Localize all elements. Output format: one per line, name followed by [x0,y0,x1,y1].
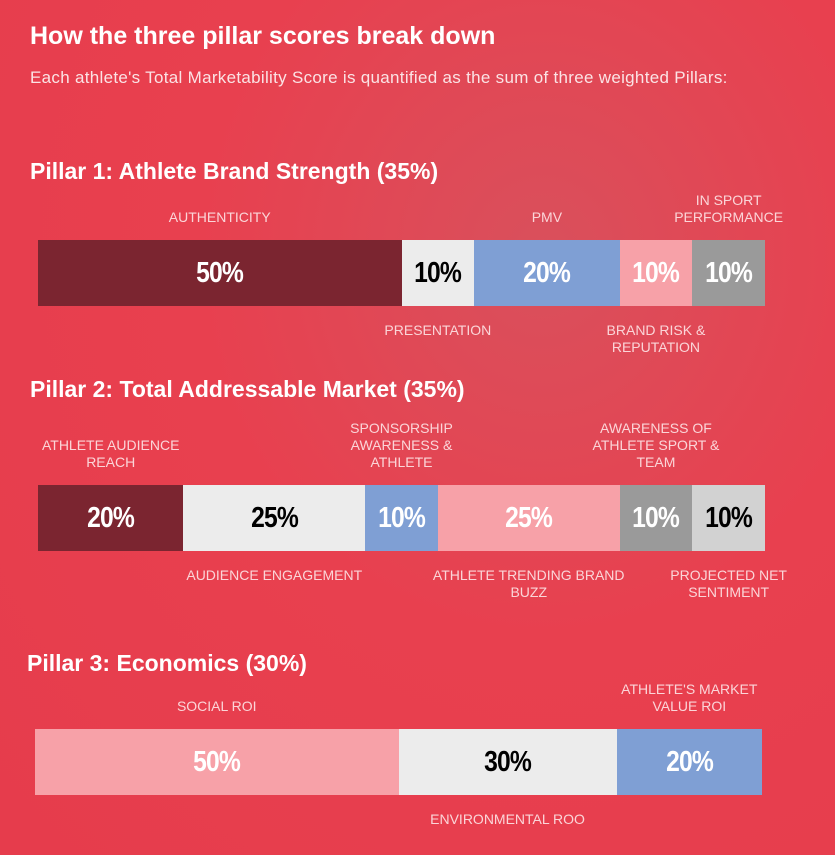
value-label: 10% [632,501,681,534]
value-label: 25% [505,501,553,534]
bar-segment: 25% [183,485,366,551]
bar-segment: 20% [616,729,762,795]
segment-label: AWARENESS OF ATHLETE SPORT & TEAM [592,420,720,470]
bar-segment: 50% [35,729,399,795]
bar-segment: 10% [692,240,765,306]
segment-label: IN SPORT PERFORMANCE [674,192,784,225]
value-label: 50% [193,745,241,778]
segment-label: ENVIRONMENTAL ROO [430,811,585,827]
value-label: 20% [523,256,571,289]
value-label: 30% [484,745,532,778]
value-label: 10% [414,256,462,289]
pillar-title: Pillar 1: Athlete Brand Strength (35%) [30,158,439,184]
bar-segment: 10% [619,485,693,551]
segment-label: BRAND RISK & REPUTATION [606,322,706,355]
segment-label: SOCIAL ROI [176,698,257,714]
segment-label: ATHLETE TRENDING BRAND BUZZ [432,567,625,600]
pillar-title: Pillar 3: Economics (30%) [27,650,307,676]
bar-segment: 10% [365,485,438,551]
bar-segment: 10% [619,240,693,306]
bar-segment: 25% [437,485,620,551]
segment-label: SPONSORSHIP AWARENESS & ATHLETE [350,420,453,470]
value-label: 25% [250,501,299,534]
value-label: 50% [196,256,244,289]
value-label: 10% [705,501,753,534]
page-title: How the three pillar scores break down [30,22,496,50]
value-label: 10% [632,256,681,289]
segment-label: AUTHENTICITY [168,209,271,225]
bar-segment: 20% [38,485,184,551]
segment-label: PRESENTATION [384,322,492,338]
bar-segment: 20% [474,240,620,306]
value-label: 10% [378,501,426,534]
segment-label: AUDIENCE ENGAGEMENT [186,567,363,583]
value-label: 20% [87,501,135,534]
segment-label: PROJECTED NET SENTIMENT [670,567,787,600]
value-label: 10% [705,256,753,289]
bar-segment: 30% [398,729,617,795]
segment-label: ATHLETE'S MARKET VALUE ROI [621,681,758,714]
segment-label: ATHLETE AUDIENCE REACH [41,437,180,470]
page-subtitle: Each athlete's Total Marketability Score… [30,68,728,87]
segment-label: PMV [531,209,563,225]
pillar-title: Pillar 2: Total Addressable Market (35%) [30,376,465,402]
bar-segment: 10% [692,485,765,551]
value-label: 20% [665,745,714,778]
bar-segment: 50% [38,240,402,306]
bar-segment: 10% [401,240,475,306]
